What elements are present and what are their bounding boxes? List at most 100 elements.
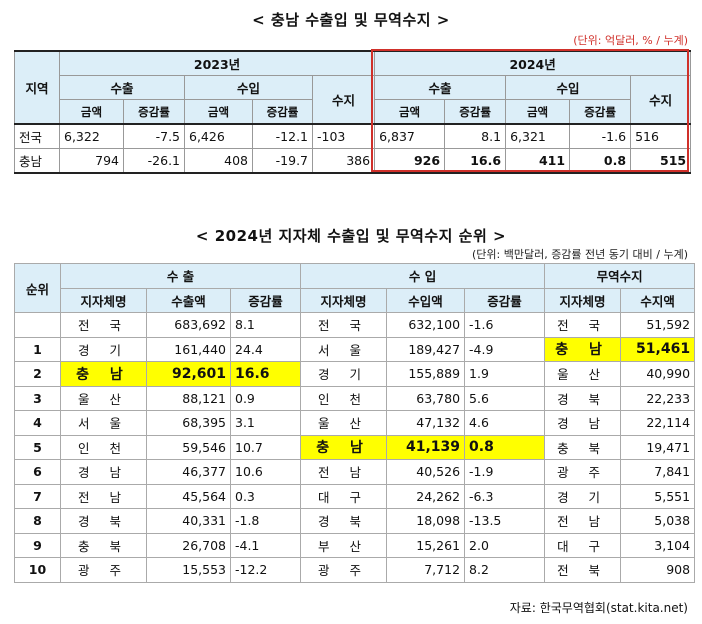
cell-import-region: 대 구 — [300, 483, 388, 509]
cell-balance-2023: 386 — [311, 148, 376, 174]
cell-import-growth: 2.0 — [464, 532, 546, 558]
cell-export-2024: 6,837 — [374, 123, 446, 149]
cell-rank: 7 — [14, 483, 61, 509]
cell-rank: 1 — [14, 336, 61, 362]
cell-export-region: 충 북 — [60, 532, 147, 558]
cell-rank: 9 — [14, 532, 61, 558]
cell-import-growth: 4.6 — [464, 410, 546, 436]
row-region: 충남 — [14, 148, 60, 174]
header-growth: 증감률 — [252, 99, 313, 125]
table2-unit: (단위: 백만달러, 증감률 전년 동기 대비 / 누계) — [471, 248, 688, 261]
cell-export-amount: 46,377 — [146, 459, 231, 485]
cell-balance-region: 충 북 — [544, 434, 622, 460]
cell-balance-2023: -103 — [311, 123, 376, 149]
cell-import-growth: -13.5 — [464, 508, 546, 534]
cell-balance-amount: 40,990 — [620, 361, 696, 387]
cell-rank: 2 — [14, 361, 61, 387]
cell-export-growth-2023: -7.5 — [123, 123, 185, 149]
header-import-2023: 수입 — [184, 75, 313, 100]
cell-balance-amount: 51,461 — [620, 336, 696, 362]
header-2023: 2023년 — [58, 50, 376, 76]
cell-import-amount: 155,889 — [386, 361, 466, 387]
cell-balance-amount: 51,592 — [620, 312, 696, 338]
cell-import-growth: 5.6 — [464, 385, 546, 411]
cell-export-amount: 161,440 — [146, 336, 231, 362]
cell-balance-region: 전 남 — [544, 508, 622, 534]
cell-import-growth: 0.8 — [464, 434, 546, 460]
cell-import-region: 전 남 — [300, 459, 388, 485]
cell-import-amount: 18,098 — [386, 508, 466, 534]
cell-import-amount: 189,427 — [386, 336, 466, 362]
cell-balance-amount: 22,233 — [620, 385, 696, 411]
cell-export-growth: 16.6 — [229, 361, 302, 387]
table-row: 충남 794 -26.1 408 -19.7 386 926 16.6 411 … — [14, 148, 692, 174]
cell-import-region: 인 천 — [300, 385, 388, 411]
cell-export-amount: 26,708 — [146, 532, 231, 558]
header-export: 수 출 — [59, 263, 302, 289]
cell-balance-amount: 7,841 — [620, 459, 696, 485]
cell-rank: 4 — [14, 410, 61, 436]
cell-balance-amount: 5,038 — [620, 508, 696, 534]
cell-export-growth: 3.1 — [229, 410, 302, 436]
cell-export-growth: -4.1 — [229, 532, 302, 558]
table1-title: < 충남 수출입 및 무역수지 > — [252, 11, 450, 29]
cell-import-amount: 47,132 — [386, 410, 466, 436]
cell-import-region: 광 주 — [300, 557, 388, 583]
header-import: 수 입 — [300, 263, 546, 289]
cell-import-growth: -1.9 — [464, 459, 546, 485]
cell-import-amount: 41,139 — [386, 434, 466, 460]
table-row: 전국 6,322 -7.5 6,426 -12.1 -103 6,837 8.1… — [14, 123, 692, 149]
cell-balance-2024: 515 — [630, 148, 692, 174]
cell-export-amount: 45,564 — [146, 483, 231, 509]
cell-rank — [14, 312, 61, 338]
cell-export-region: 전 국 — [60, 312, 147, 338]
header-export-amount: 수출액 — [146, 287, 231, 313]
cell-import-amount: 7,712 — [386, 557, 466, 583]
table-row: 전 국 683,692 8.1 전 국 632,100 -1.6 전 국 51,592 — [14, 312, 696, 338]
cell-import-growth-2024: 0.8 — [569, 148, 632, 174]
cell-export-region: 경 북 — [60, 508, 147, 534]
cell-export-amount: 15,553 — [146, 557, 231, 583]
cell-import-amount: 40,526 — [386, 459, 466, 485]
header-amount: 금액 — [374, 99, 446, 125]
row-region: 전국 — [14, 123, 60, 149]
cell-balance-region: 경 기 — [544, 483, 622, 509]
cell-import-region: 경 북 — [300, 508, 388, 534]
cell-export-region: 경 기 — [60, 336, 147, 362]
cell-export-growth-2024: 16.6 — [444, 148, 507, 174]
header-amount: 금액 — [505, 99, 571, 125]
cell-balance-amount: 5,551 — [620, 483, 696, 509]
cell-export-amount: 683,692 — [146, 312, 231, 338]
cell-import-growth: 1.9 — [464, 361, 546, 387]
header-region: 지자체명 — [300, 287, 388, 313]
cell-balance-amount: 908 — [620, 557, 696, 583]
table2-title: < 2024년 지자체 수출입 및 무역수지 순위 > — [195, 227, 507, 245]
cell-export-region: 경 남 — [60, 459, 147, 485]
header-import-2024: 수입 — [505, 75, 632, 100]
cell-import-amount: 632,100 — [386, 312, 466, 338]
cell-import-amount: 24,262 — [386, 483, 466, 509]
cell-export-region: 서 울 — [60, 410, 147, 436]
cell-export-2024: 926 — [374, 148, 446, 174]
header-balance-amount: 수지액 — [620, 287, 696, 313]
header-import-amount: 수입액 — [386, 287, 466, 313]
cell-import-growth-2023: -19.7 — [252, 148, 313, 174]
cell-rank: 10 — [14, 557, 61, 583]
cell-balance-region: 전 국 — [544, 312, 622, 338]
cell-export-growth: -1.8 — [229, 508, 302, 534]
cell-export-amount: 68,395 — [146, 410, 231, 436]
cell-import-amount: 15,261 — [386, 532, 466, 558]
chungnam-trade-table: 지역 2023년 2024년 수출 수입 수지 수출 수입 수지 금액 증감률 … — [14, 50, 692, 174]
cell-balance-region: 전 북 — [544, 557, 622, 583]
cell-import-growth: -4.9 — [464, 336, 546, 362]
cell-import-growth: -6.3 — [464, 483, 546, 509]
cell-rank: 6 — [14, 459, 61, 485]
cell-export-amount: 88,121 — [146, 385, 231, 411]
cell-rank: 5 — [14, 434, 61, 460]
cell-import-2023: 6,426 — [184, 123, 253, 149]
